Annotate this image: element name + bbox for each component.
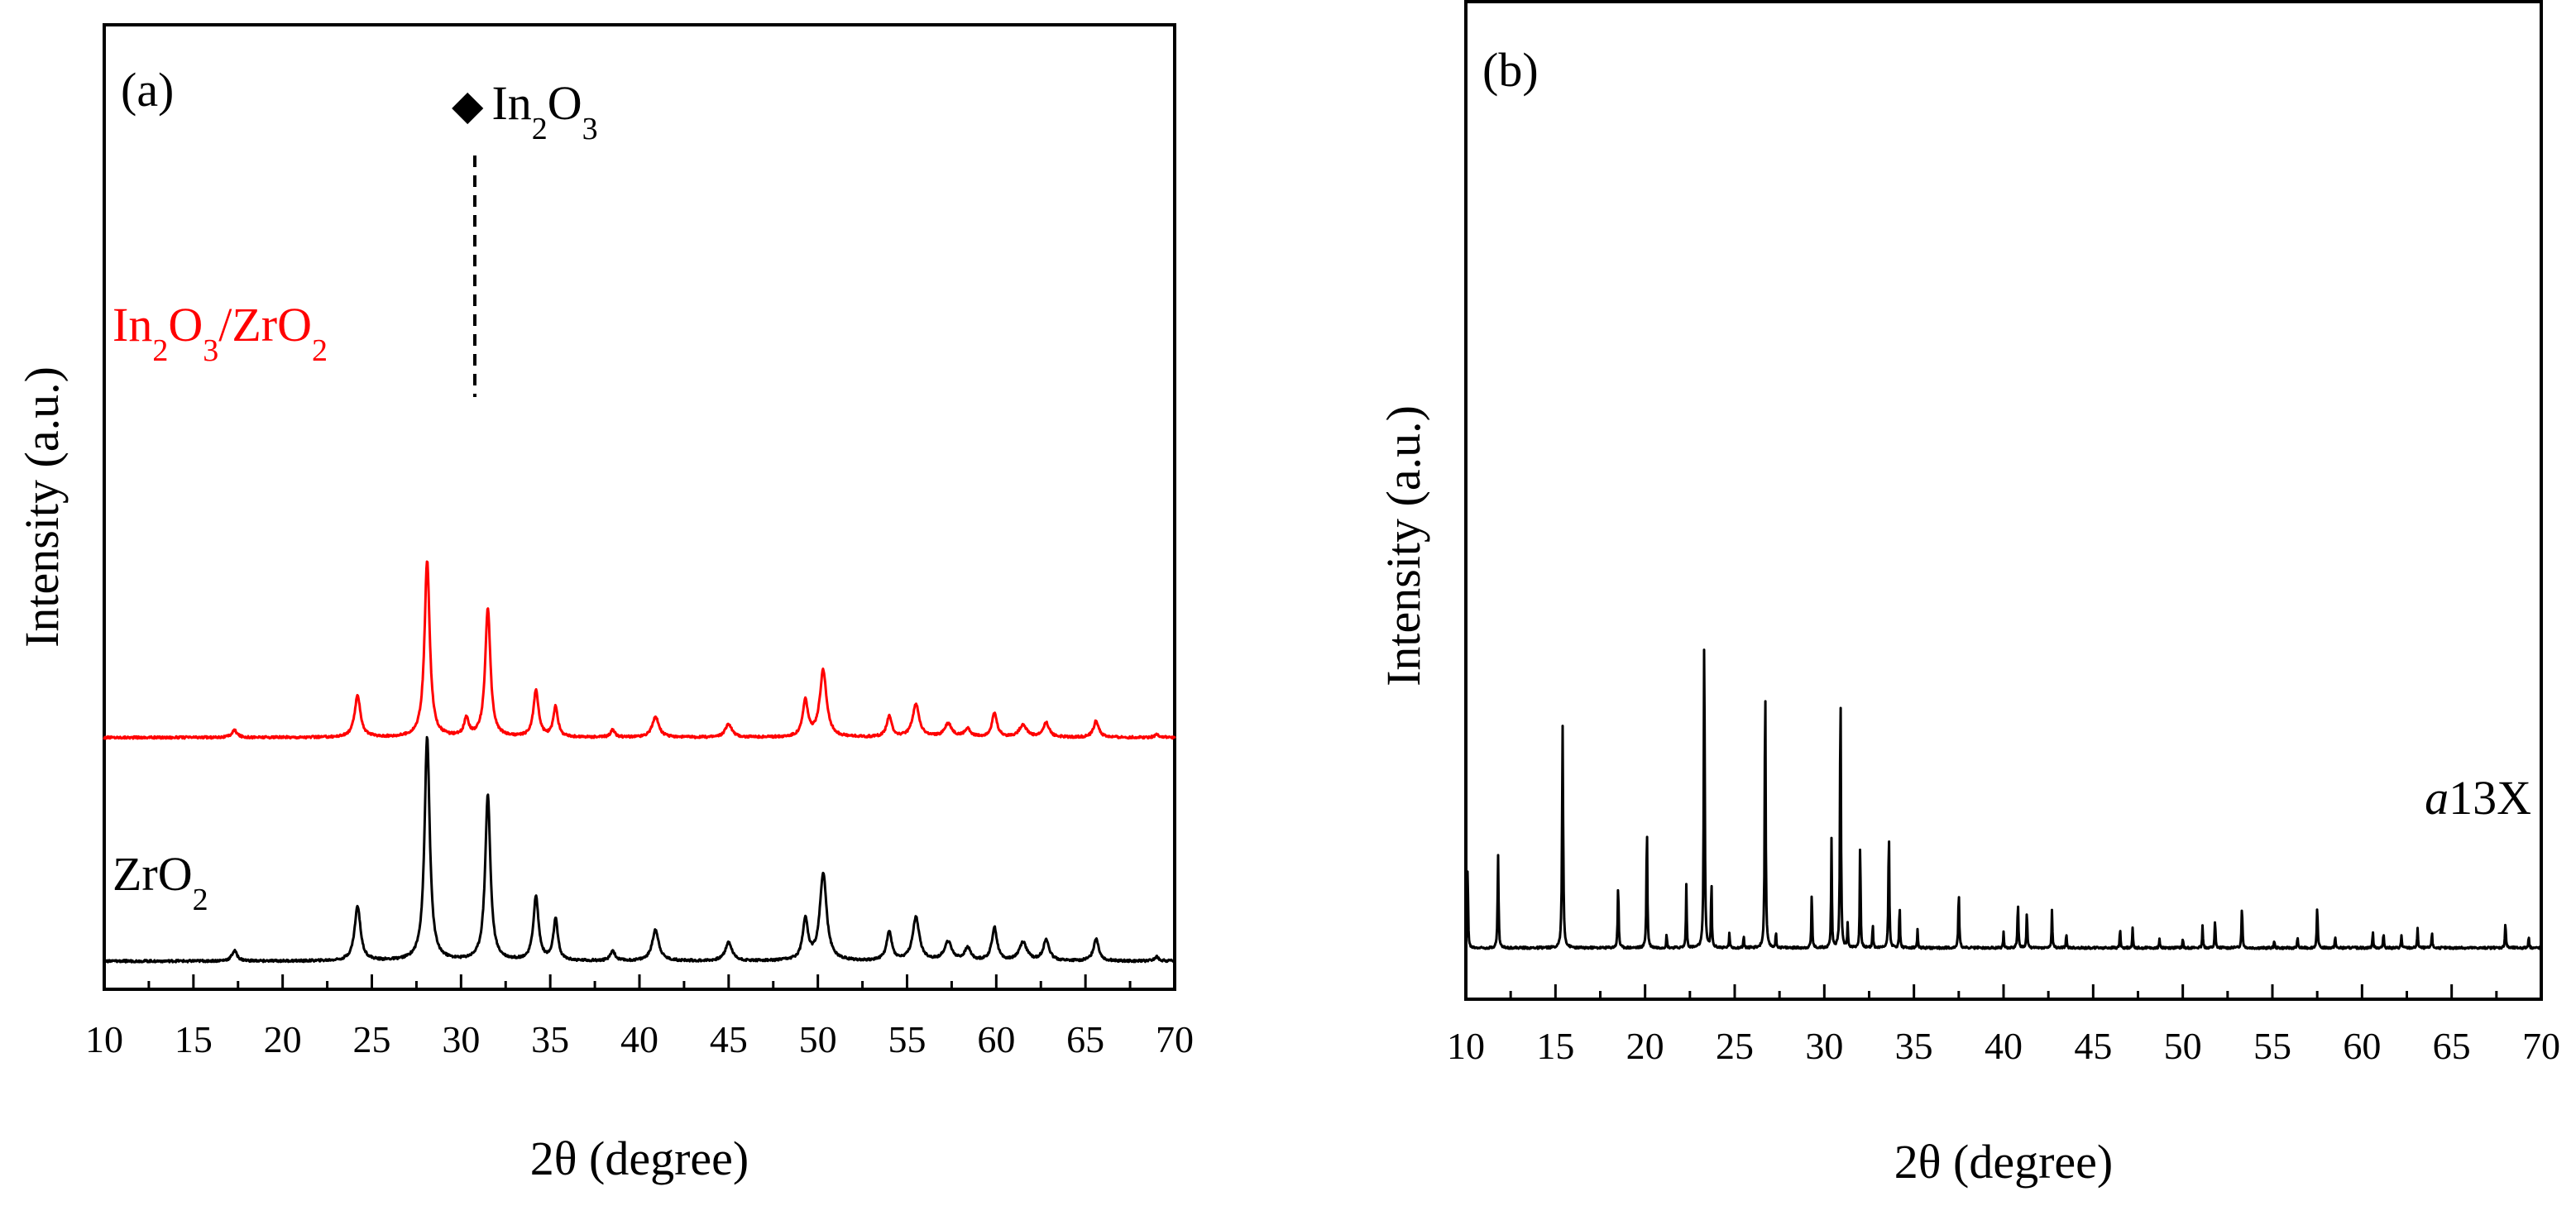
panel-b-x-tick-label: 70 [2522,1025,2560,1067]
panel-b-x-axis-label: 2θ (degree) [1894,1135,2113,1189]
panel-a-trace-zro2 [103,735,1176,964]
panel-a-x-tick-label: 30 [442,1018,480,1060]
panel-a-series-label-zro2: ZrO2 [113,847,208,917]
panel-a-x-tick-label: 60 [977,1018,1015,1060]
panel-a-x-tick-label: 50 [799,1018,837,1060]
panel-a-x-ticks: 10 15 20 25 30 35 40 45 50 55 60 65 70 [85,974,1194,1060]
panel-b-x-tick-label: 40 [1985,1025,2023,1067]
panel-a-x-tick-label: 15 [175,1018,213,1060]
panel-a-x-tick-label: 55 [888,1018,926,1060]
panel-a-in2o3-annotation: ◆ In2O3 [452,76,598,146]
panel-b-label: (b) [1482,43,1539,97]
panel-b-x-tick-label: 50 [2164,1025,2202,1067]
panel-a-x-tick-label: 35 [531,1018,569,1060]
panel-a-axes-frame [103,23,1176,991]
panel-a-series-label-in2o3-zro2: In2O3/ZrO2 [113,298,328,368]
panel-b-trace-a13x [1464,648,2543,950]
panel-b-x-ticks: 10 15 20 25 30 35 40 45 50 55 60 65 70 [1447,984,2560,1067]
panel-a: 10 15 20 25 30 35 40 45 50 55 60 65 70 (a) ◆ In2O3 In… [15,23,1194,1185]
panel-b: 10 15 20 25 30 35 40 45 50 55 60 65 70 (b) a13X 2θ (… [1377,0,2560,1189]
panel-a-y-axis-label: Intensity (a.u.) [15,366,69,648]
panel-a-x-tick-label: 20 [264,1018,302,1060]
panel-b-x-tick-label: 65 [2433,1025,2471,1067]
panel-b-x-tick-label: 45 [2074,1025,2112,1067]
panel-b-series-label-a13x: a13X [2425,771,2531,825]
panel-a-x-tick-label: 40 [620,1018,658,1060]
panel-b-x-tick-label: 10 [1447,1025,1485,1067]
diamond-marker-icon: ◆ [452,82,484,128]
panel-a-x-axis-label: 2θ (degree) [530,1132,749,1185]
panel-b-x-tick-label: 25 [1716,1025,1754,1067]
panel-b-x-tick-label: 35 [1895,1025,1933,1067]
panel-b-x-tick-label: 55 [2253,1025,2291,1067]
panel-a-x-tick-label: 45 [710,1018,748,1060]
panel-b-x-tick-label: 20 [1626,1025,1664,1067]
panel-b-x-tick-label: 15 [1536,1025,1574,1067]
panel-a-x-tick-label: 25 [353,1018,391,1060]
panel-a-x-tick-label: 70 [1156,1018,1194,1060]
panel-a-x-tick-label: 10 [85,1018,123,1060]
panel-a-x-tick-label: 65 [1066,1018,1104,1060]
panel-b-x-tick-label: 60 [2343,1025,2381,1067]
panel-a-label: (a) [121,63,174,117]
panel-b-axes-frame [1464,0,2543,1001]
panel-b-y-axis-label: Intensity (a.u.) [1377,405,1430,687]
panel-a-trace-in2o3-zro2 [103,560,1176,740]
panel-b-x-tick-label: 30 [1805,1025,1843,1067]
